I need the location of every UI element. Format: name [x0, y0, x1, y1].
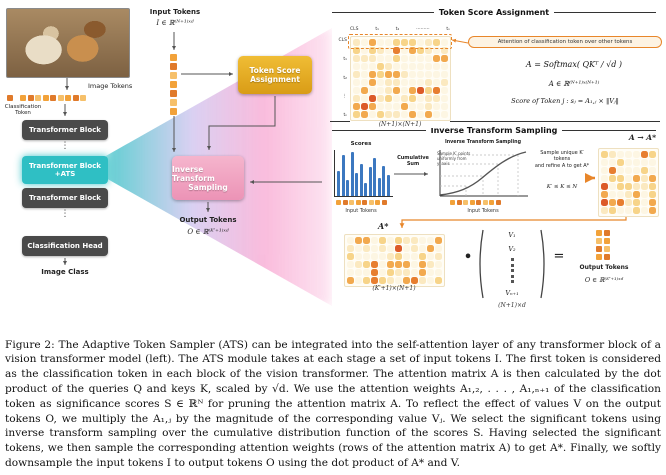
- cdf-input-tokens-label: Input Tokens: [467, 208, 499, 214]
- right-paren: [540, 229, 545, 299]
- transformer-block-2: Transformer Block: [22, 188, 108, 208]
- attention-matrix-col-labels: CLS t₁ t₂ ⋯⋯⋯ tₙ: [350, 27, 450, 32]
- astar-label: A*: [378, 221, 389, 231]
- scores-bar-chart: [334, 150, 393, 197]
- value-vn1: Vₙ₊₁: [505, 288, 519, 297]
- input-tokens-label: Input Tokens: [149, 8, 201, 16]
- token-score-assignment-box: Token Score Assignment: [238, 56, 312, 94]
- attention-matrix-heatmap: [350, 36, 451, 121]
- value-v2: V₂: [508, 244, 516, 253]
- col-label-dots: ⋯⋯⋯: [416, 27, 430, 32]
- scores-input-tokens-row: [336, 200, 387, 205]
- values-vector-dims: (N+1)×d: [498, 302, 526, 309]
- figure-caption: Figure 2: The Adaptive Token Sampler (AT…: [5, 338, 661, 469]
- values-vector: V₁ V₂ Vₙ₊₁: [476, 228, 548, 300]
- inverse-transform-sampling-box: Inverse Transform Sampling: [172, 156, 244, 200]
- row-label-dots: ⋮: [342, 94, 348, 100]
- ellipsis-bottom: ⋮: [60, 209, 70, 219]
- refined-attention-matrix-heatmap: [598, 148, 659, 217]
- scores-chart-title: Scores: [350, 141, 372, 147]
- attention-matrix-dims: (N+1)×(N+1): [350, 121, 450, 128]
- cdf-plot: [439, 150, 528, 197]
- tsa-panel-title-text: Token Score Assignment: [438, 8, 550, 17]
- transformer-block-ats: Transformer Block +ATS: [22, 156, 108, 184]
- its-panel-title-text: Inverse Transform Sampling: [430, 126, 558, 135]
- k-constraint-label: K′ ≤ K ≤ N: [546, 184, 578, 190]
- softmax-formula: A = Softmax( QKᵀ ∕ √d ): [525, 60, 623, 69]
- title-rule-right: [554, 12, 656, 13]
- image-tokens-row: [20, 95, 86, 101]
- left-paren: [479, 229, 484, 299]
- image-tokens-label: Image Tokens: [88, 82, 133, 90]
- row-label-t2: t₂: [343, 75, 347, 81]
- tsa-box-line1: Token Score: [249, 66, 301, 75]
- token-score-formula: Score of Token j : sⱼ = A₁,ⱼ × ‖Vⱼ‖: [511, 97, 619, 105]
- input-image-dogs: [6, 8, 130, 78]
- image-class-label: Image Class: [41, 268, 89, 276]
- cls-attention-callout: Attention of classification token over o…: [468, 36, 662, 48]
- values-vector-entries: V₁ V₂ Vₙ₊₁: [484, 228, 540, 300]
- row-label-t1: t₁: [343, 56, 347, 62]
- col-label-t1: t₁: [375, 27, 379, 32]
- arrow-callout-to-matrix: [451, 38, 469, 44]
- title-rule-left: [332, 12, 434, 13]
- cdf-sampling-note: Sample K′ points uniformly from y′ axis: [437, 151, 471, 166]
- col-label-cls: CLS: [350, 27, 359, 32]
- dot-product-operator: •: [463, 250, 473, 265]
- its-box-line2: Sampling: [188, 182, 228, 192]
- transformer-block-1: Transformer Block: [22, 120, 108, 140]
- astar-matrix-heatmap: [344, 234, 445, 287]
- title-rule-left2: [332, 130, 426, 131]
- eq-output-tokens-label: Output Tokens: [579, 264, 629, 271]
- output-tokens-grid: [596, 230, 610, 260]
- cdf-plot-title: Inverse Transform Sampling: [444, 140, 522, 145]
- classification-token-label: Classification Token: [4, 104, 42, 117]
- cumulative-sum-label: Cumulative Sum: [397, 155, 429, 167]
- ats-block-line2: +ATS: [54, 170, 76, 178]
- tsa-box-line2: Assignment: [250, 75, 300, 84]
- eq-output-tokens-math: O ∈ ℝ⁽ᴷ′⁺¹⁾ˣᵈ: [584, 276, 624, 284]
- output-tokens-math: O ∈ ℝ⁽ᴷ′⁺¹⁾ˣᵈ: [187, 228, 229, 236]
- attention-matrix-row-labels: CLS t₁ t₂ ⋮ tₙ: [332, 38, 347, 118]
- row-label-cls: CLS: [338, 38, 347, 43]
- its-panel-title: Inverse Transform Sampling: [332, 126, 656, 135]
- a-to-astar-label: A → A*: [628, 133, 656, 142]
- row-label-tn: tₙ: [343, 113, 347, 118]
- sample-unique-tokens-note: Sample unique K′ tokens and refine A to …: [534, 150, 590, 169]
- equals-sign: =: [553, 249, 565, 264]
- astar-matrix-dims: (K′+1)×(N+1): [372, 285, 416, 292]
- cls-row-highlight: [348, 34, 452, 49]
- panel-divider: [330, 121, 660, 122]
- ats-architecture-figure: Image Tokens Classification Token Transf…: [4, 8, 662, 309]
- scores-input-tokens-label: Input Tokens: [345, 208, 377, 214]
- its-box-line1: Inverse Transform: [172, 164, 215, 183]
- tsa-panel-title: Token Score Assignment: [332, 8, 656, 17]
- output-tokens-label: Output Tokens: [179, 216, 237, 224]
- classification-head-block: Classification Head: [22, 236, 108, 256]
- input-tokens-strip: [170, 54, 177, 115]
- input-tokens-math: I ∈ ℝ⁽ᴺ⁺¹⁾ˣᵈ: [156, 19, 194, 27]
- ats-block-line1: Transformer Block: [29, 161, 101, 170]
- cdf-curve: [439, 151, 527, 196]
- col-label-t2: t₂: [395, 27, 400, 32]
- arrow-selmatrix-to-astar: [399, 212, 627, 228]
- value-v1: V₁: [508, 231, 516, 239]
- col-label-tn: tₙ: [446, 27, 450, 32]
- classification-token-square: [7, 95, 13, 101]
- title-rule-right2: [562, 130, 656, 131]
- vector-ellipsis-dots: [510, 258, 514, 284]
- cdf-input-tokens-row: [450, 200, 501, 205]
- ellipsis-top: ⋮: [60, 141, 70, 151]
- attention-dims-formula: A ∈ ℝ⁽ᴺ⁺¹⁾ˣ⁽ᴺ⁺¹⁾: [548, 80, 600, 88]
